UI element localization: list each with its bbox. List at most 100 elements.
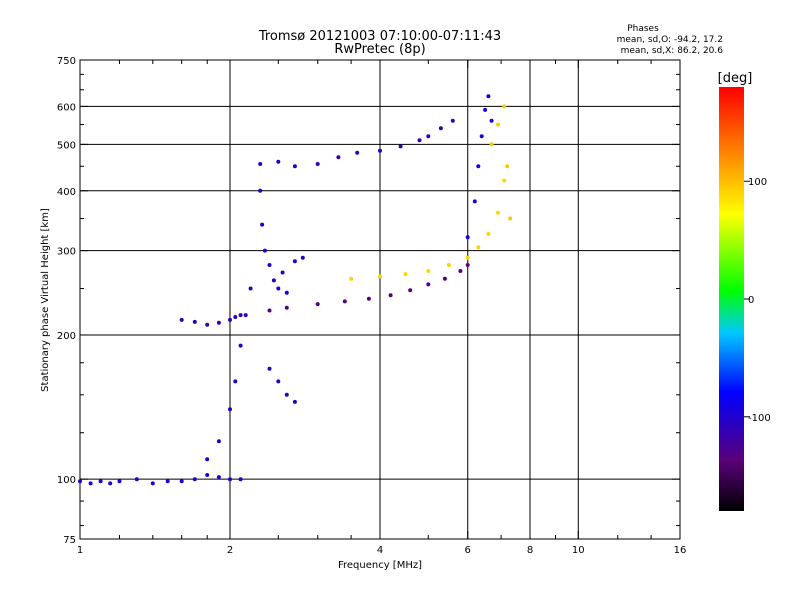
legend-line-o: mean, sd,O: -94.2, 17.2 [617, 35, 723, 45]
data-point [292, 164, 297, 169]
data-point [262, 248, 267, 253]
x-axis-label: Frequency [MHz] [338, 560, 422, 571]
x-tick-label: 4 [377, 545, 383, 556]
data-point [479, 134, 484, 139]
data-point [238, 477, 243, 482]
chart-title: Tromsø 20121003 07:10:00-07:11:43 [258, 29, 501, 44]
data-point [450, 118, 455, 123]
data-point [426, 134, 431, 139]
data-point [438, 126, 443, 131]
data-point [216, 475, 221, 480]
data-point [271, 278, 276, 283]
x-tick-label: 6 [465, 545, 471, 556]
data-point [280, 270, 285, 275]
data-points [78, 94, 513, 486]
data-point [88, 481, 93, 486]
data-point [150, 481, 155, 486]
data-point [489, 118, 494, 123]
data-point [233, 379, 238, 384]
data-point [505, 164, 510, 169]
data-point [284, 290, 289, 295]
chart-subtitle: RwPretec (8p) [334, 42, 425, 57]
data-point [192, 319, 197, 324]
y-tick-label: 600 [57, 102, 76, 113]
y-tick-label: 300 [57, 247, 76, 258]
data-point [192, 477, 197, 482]
data-point [267, 308, 272, 313]
axes: 1 2 4 6 8 10 16 75 100 200 300 400 500 600 750 [57, 56, 686, 556]
data-point [476, 164, 481, 169]
data-point [403, 272, 408, 277]
data-point [205, 322, 210, 327]
data-point [108, 481, 113, 486]
data-point [238, 313, 243, 318]
data-point [388, 293, 393, 298]
y-tick-label: 400 [57, 187, 76, 198]
x-tick-label: 10 [572, 545, 585, 556]
data-point [276, 286, 281, 291]
data-point [472, 199, 477, 204]
data-point [446, 263, 451, 267]
colorbar-label: [deg] [718, 71, 753, 86]
data-point [276, 379, 281, 384]
data-point [426, 269, 431, 273]
grid-lines [80, 60, 680, 539]
data-point [205, 457, 210, 462]
data-point [355, 150, 360, 155]
colorbar-tick-label: -100 [748, 413, 771, 424]
data-point [243, 313, 248, 318]
x-tick-label: 1 [77, 545, 83, 556]
data-point [508, 216, 513, 221]
data-point [486, 232, 491, 236]
data-point [292, 259, 297, 264]
data-point [476, 245, 481, 250]
data-point [179, 479, 184, 484]
data-point [458, 269, 463, 273]
data-point [300, 255, 305, 260]
data-point [483, 107, 488, 112]
data-point [496, 122, 500, 127]
x-tick-label: 8 [527, 545, 533, 556]
colorbar [719, 87, 744, 511]
data-point [238, 343, 243, 348]
x-tick-label: 16 [674, 545, 687, 556]
data-point [292, 399, 297, 404]
data-point [284, 392, 289, 397]
data-point [205, 473, 210, 477]
data-point [465, 255, 470, 260]
y-tick-label: 200 [57, 331, 76, 342]
y-axis-label: Stationary phase Virtual Height [km] [40, 208, 51, 392]
data-point [179, 317, 184, 322]
data-point [502, 178, 507, 183]
data-point [258, 162, 263, 166]
data-point [342, 299, 347, 304]
x-tick-label: 2 [227, 545, 233, 556]
data-point [267, 263, 272, 267]
data-point [502, 104, 507, 109]
data-point [398, 144, 403, 149]
data-point [336, 155, 341, 160]
data-point [228, 317, 232, 322]
data-point [496, 210, 500, 215]
y-tick-label: 500 [57, 140, 76, 151]
colorbar-tick-label: 0 [748, 295, 754, 306]
data-point [78, 479, 82, 484]
data-point [408, 288, 413, 293]
data-point [366, 296, 371, 301]
data-point [486, 94, 491, 99]
colorbar-tick-label: 100 [748, 177, 767, 188]
data-point [134, 477, 139, 482]
legend-line-x: mean, sd,X: 86.2, 20.6 [621, 46, 724, 56]
data-point [258, 188, 263, 193]
legend-title: Phases [627, 24, 659, 34]
data-point [349, 276, 354, 281]
data-point [276, 159, 281, 164]
data-point [233, 315, 238, 319]
data-point [315, 302, 320, 307]
data-point [378, 148, 382, 153]
data-point [489, 142, 494, 147]
y-tick-label: 750 [57, 56, 76, 67]
data-point [378, 274, 382, 279]
data-point [260, 222, 265, 227]
